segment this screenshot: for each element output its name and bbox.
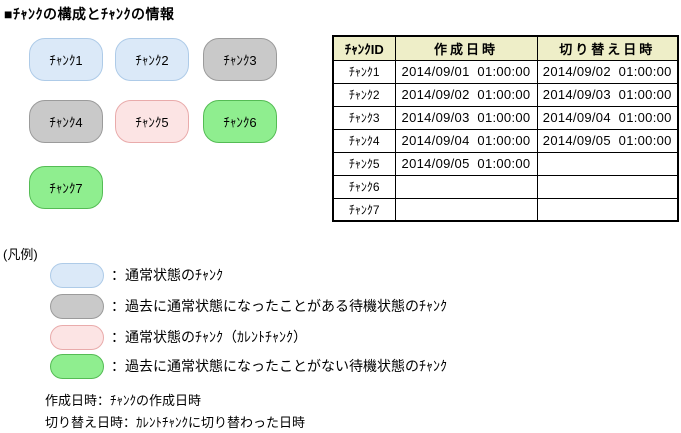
legend-item: ：通常状態のﾁｬﾝｸ (0, 263, 223, 288)
table-row: ﾁｬﾝｸ4 2014/09/04 01:00:00 2014/09/05 01:00… (332, 128, 679, 153)
table-row: ﾁｬﾝｸ3 2014/09/03 01:00:00 2014/09/04 01:00… (332, 105, 679, 130)
table-cell: ﾁｬﾝｸ7 (332, 197, 396, 222)
table-cell (536, 174, 679, 199)
table-cell: 2014/09/04 01:00:00 (536, 105, 679, 130)
table-cell: 2014/09/03 01:00:00 (536, 82, 679, 107)
legend-swatch-current (50, 325, 104, 350)
table-cell: ﾁｬﾝｸ1 (332, 59, 396, 84)
table-cell: ﾁｬﾝｸ4 (332, 128, 396, 153)
table-header-cell: ﾁｬﾝｸID (332, 35, 396, 61)
legend-title: (凡例) (3, 247, 38, 262)
legend-note: 切り替え日時：ｶﾚﾝﾄﾁｬﾝｸに切り替わった日時 (45, 415, 306, 430)
legend-item: ：過去に通常状態になったことがある待機状態のﾁｬﾝｸ (0, 294, 447, 319)
table-cell: ﾁｬﾝｸ3 (332, 105, 396, 130)
chunk-box-3: ﾁｬﾝｸ3 (203, 38, 277, 81)
legend-item-label: ：通常状態のﾁｬﾝｸ (111, 267, 223, 283)
table-row: ﾁｬﾝｸ7 (332, 197, 679, 222)
chunk-box-1: ﾁｬﾝｸ1 (29, 38, 103, 81)
table-cell: ﾁｬﾝｸ2 (332, 82, 396, 107)
chunk-box-5: ﾁｬﾝｸ5 (115, 100, 189, 143)
table-cell: 2014/09/05 01:00:00 (536, 128, 679, 153)
chunk-box-4: ﾁｬﾝｸ4 (29, 100, 103, 143)
table-cell (536, 151, 679, 176)
legend-item-label: ：過去に通常状態になったことがある待機状態のﾁｬﾝｸ (111, 298, 447, 314)
chunk-box-2: ﾁｬﾝｸ2 (115, 38, 189, 81)
chunk-box-6: ﾁｬﾝｸ6 (203, 100, 277, 143)
table-header-cell: 作成日時 (394, 35, 538, 61)
legend-item-label: ：過去に通常状態になったことがない待機状態のﾁｬﾝｸ (111, 358, 447, 374)
table-cell (394, 174, 538, 199)
legend-swatch-standby_used (50, 294, 104, 319)
table-cell: 2014/09/03 01:00:00 (394, 105, 538, 130)
table-cell: 2014/09/02 01:00:00 (536, 59, 679, 84)
table-header-cell: 切り替え日時 (536, 35, 679, 61)
legend-swatch-normal (50, 263, 104, 288)
table-cell (536, 197, 679, 222)
legend-item-label: ：通常状態のﾁｬﾝｸ（ｶﾚﾝﾄﾁｬﾝｸ） (111, 329, 307, 345)
legend-item: ：過去に通常状態になったことがない待機状態のﾁｬﾝｸ (0, 354, 447, 379)
chunk-info-table-body: ﾁｬﾝｸ1 2014/09/01 01:00:00 2014/09/02 01:00… (332, 59, 679, 222)
table-cell: 2014/09/05 01:00:00 (394, 151, 538, 176)
legend-swatch-standby_unused (50, 354, 104, 379)
table-row: ﾁｬﾝｸ2 2014/09/02 01:00:00 2014/09/03 01:00… (332, 82, 679, 107)
table-cell: 2014/09/01 01:00:00 (394, 59, 538, 84)
table-cell: 2014/09/04 01:00:00 (394, 128, 538, 153)
chunk-box-7: ﾁｬﾝｸ7 (29, 166, 103, 209)
table-cell (394, 197, 538, 222)
figure-title: ■ﾁｬﾝｸの構成とﾁｬﾝｸの情報 (4, 6, 175, 22)
table-cell: 2014/09/02 01:00:00 (394, 82, 538, 107)
legend-item: ：通常状態のﾁｬﾝｸ（ｶﾚﾝﾄﾁｬﾝｸ） (0, 325, 307, 350)
table-header-row: ﾁｬﾝｸID 作成日時 切り替え日時 (332, 35, 679, 61)
table-row: ﾁｬﾝｸ5 2014/09/05 01:00:00 (332, 151, 679, 176)
legend-note: 作成日時：ﾁｬﾝｸの作成日時 (45, 393, 202, 408)
table-row: ﾁｬﾝｸ1 2014/09/01 01:00:00 2014/09/02 01:00… (332, 59, 679, 84)
chunk-info-table: ﾁｬﾝｸID 作成日時 切り替え日時 ﾁｬﾝｸ1 2014/09/01 01:00:0… (332, 35, 679, 222)
table-cell: ﾁｬﾝｸ6 (332, 174, 396, 199)
chunk-info-table-head: ﾁｬﾝｸID 作成日時 切り替え日時 (332, 35, 679, 61)
table-cell: ﾁｬﾝｸ5 (332, 151, 396, 176)
table-row: ﾁｬﾝｸ6 (332, 174, 679, 199)
